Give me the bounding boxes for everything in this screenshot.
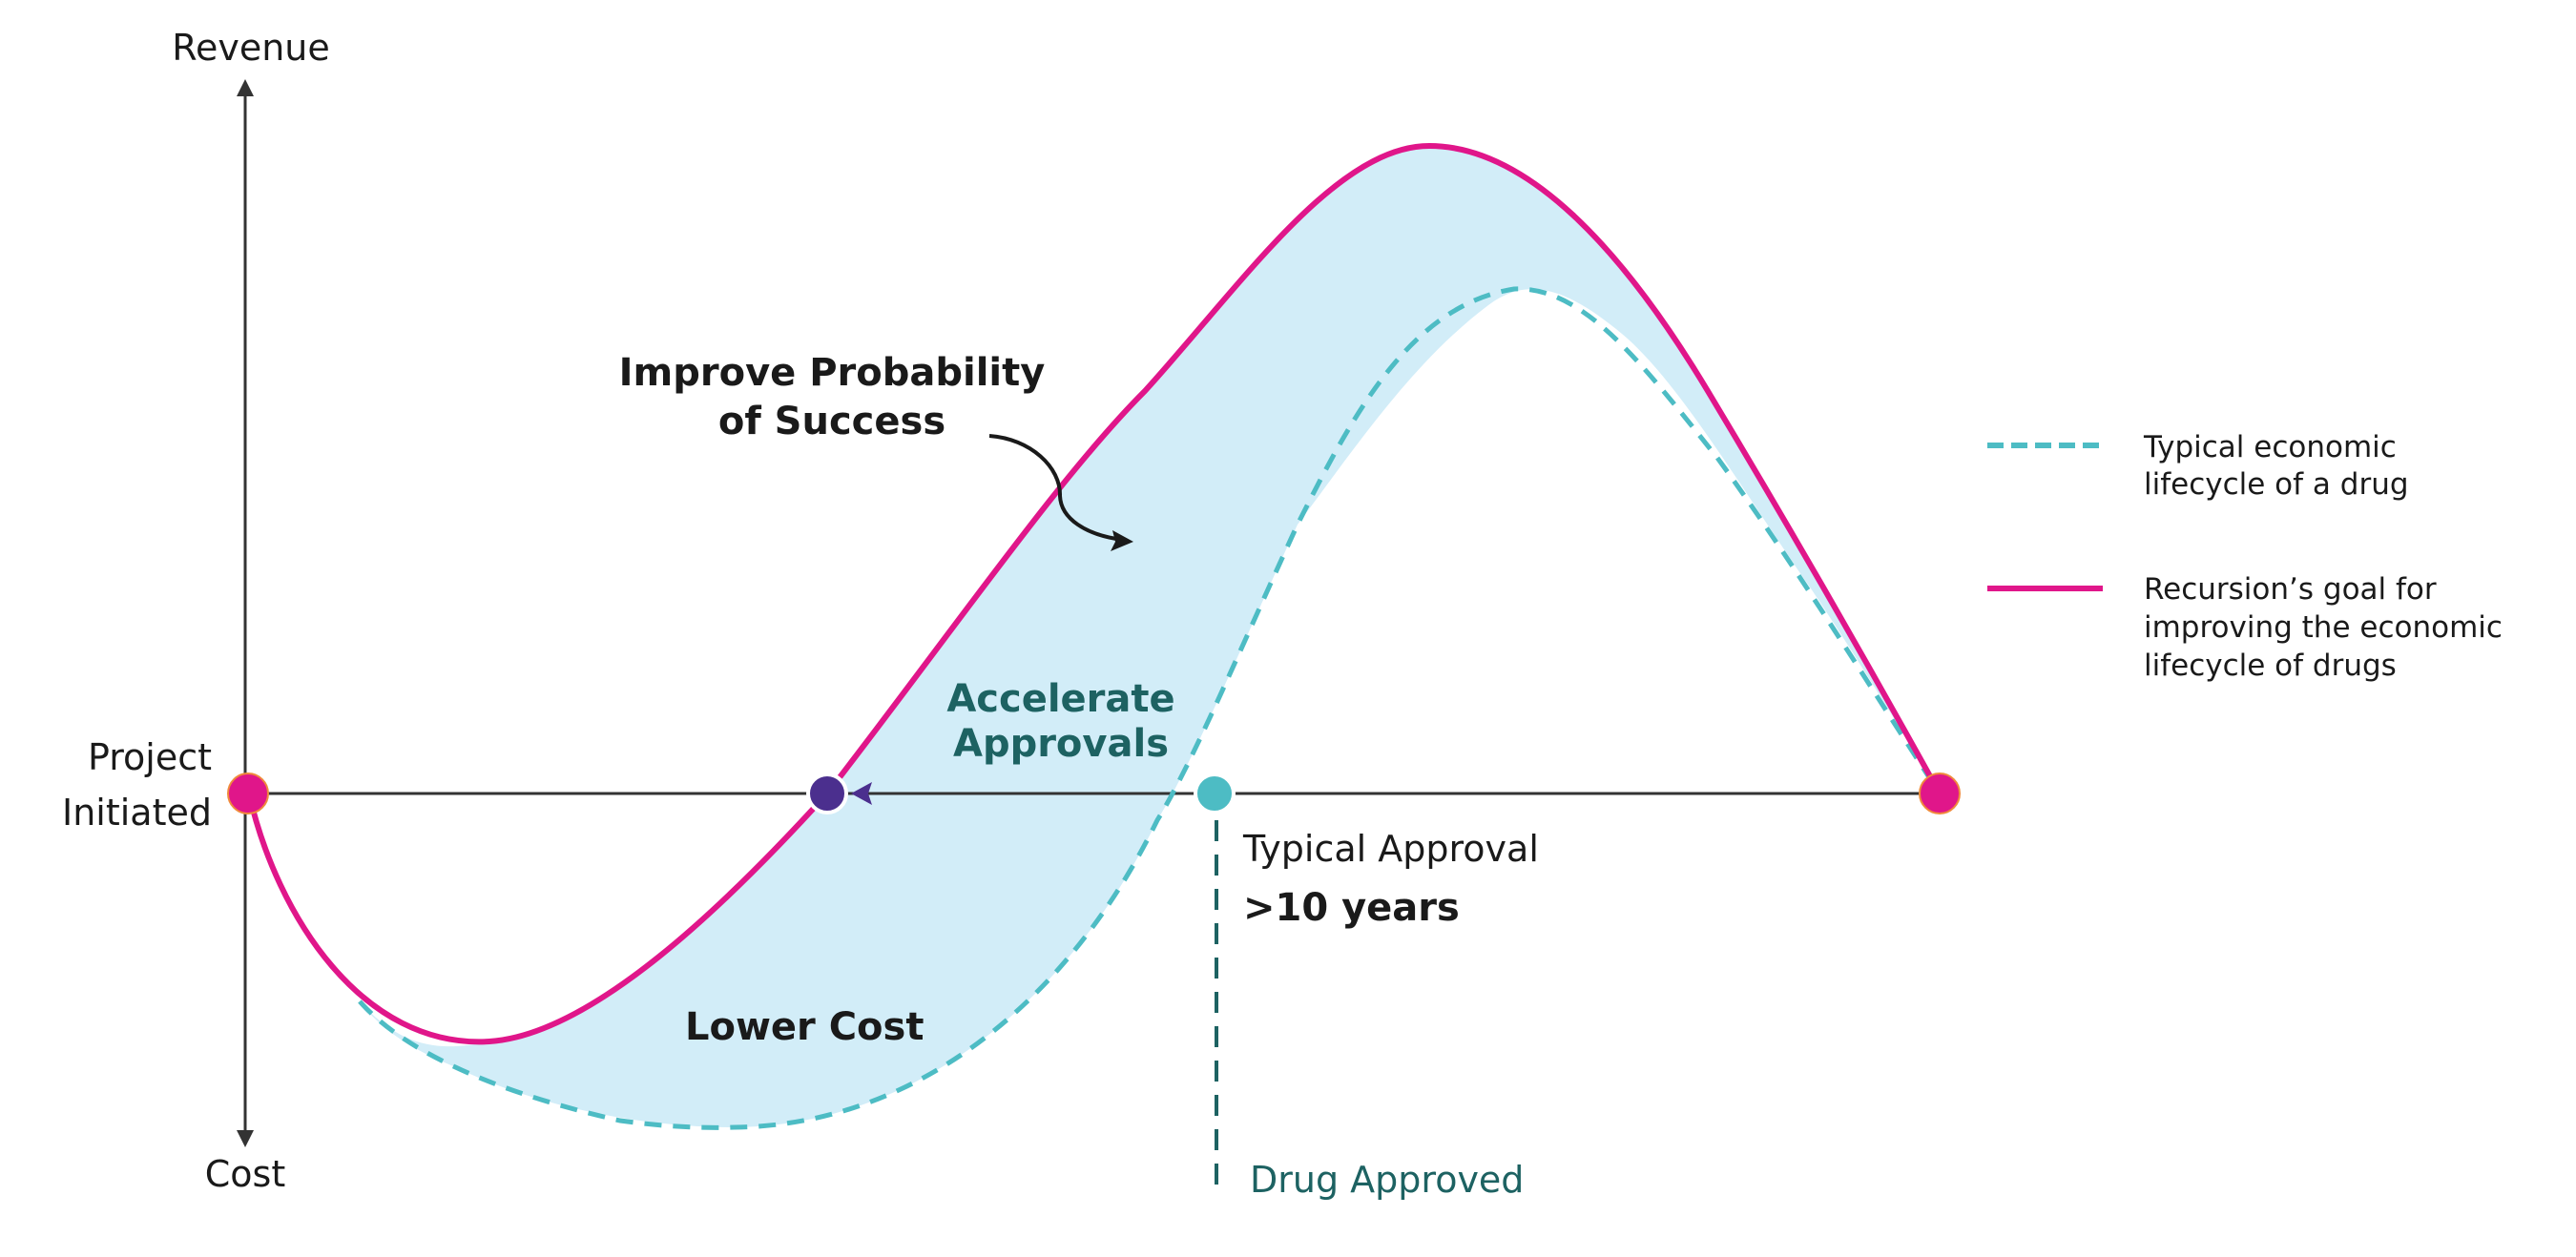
project-initiated-label-line2: Initiated (62, 792, 212, 834)
accelerate-approvals-label-line1: Accelerate (946, 677, 1174, 721)
improve-probability-label-line2: of Success (718, 400, 945, 443)
improvement-area (360, 146, 1940, 1127)
accelerate-approvals-label-line2: Approvals (953, 722, 1169, 766)
legend-goal-line2: improving the economic (2144, 610, 2503, 645)
legend-typical-line1: Typical economic (2143, 430, 2397, 464)
improve-probability-label-line1: Improve Probability (619, 351, 1046, 395)
legend-typical-line2: lifecycle of a drug (2144, 467, 2409, 502)
drug-approved-label: Drug Approved (1250, 1159, 1524, 1201)
project-initiated-label-line1: Project (88, 736, 212, 778)
revenue-arrow-icon (237, 79, 254, 96)
typical-lifecycle-curve (358, 286, 1942, 1130)
accelerated-approval-point (806, 773, 848, 814)
typical-approval-point (1194, 773, 1236, 814)
legend-goal-line1: Recursion’s goal for (2144, 572, 2437, 607)
approval-duration-label: >10 years (1243, 886, 1460, 930)
cost-arrow-icon (237, 1130, 254, 1147)
cost-label: Cost (205, 1153, 285, 1195)
accelerate-arrow-head-icon (851, 782, 872, 805)
improve-probability-arrow (988, 434, 1117, 541)
lower-cost-label: Lower Cost (685, 1005, 924, 1049)
project-initiated-point (227, 773, 269, 814)
improve-probability-arrow-head-icon (1111, 530, 1133, 551)
lifecycle-end-point (1919, 773, 1961, 814)
legend-goal-line3: lifecycle of drugs (2144, 649, 2397, 683)
revenue-label: Revenue (172, 27, 330, 69)
goal-lifecycle-curve (246, 142, 1942, 1045)
typical-approval-label: Typical Approval (1242, 828, 1539, 870)
legend: Typical economic lifecycle of a drug Rec… (1987, 430, 2503, 683)
